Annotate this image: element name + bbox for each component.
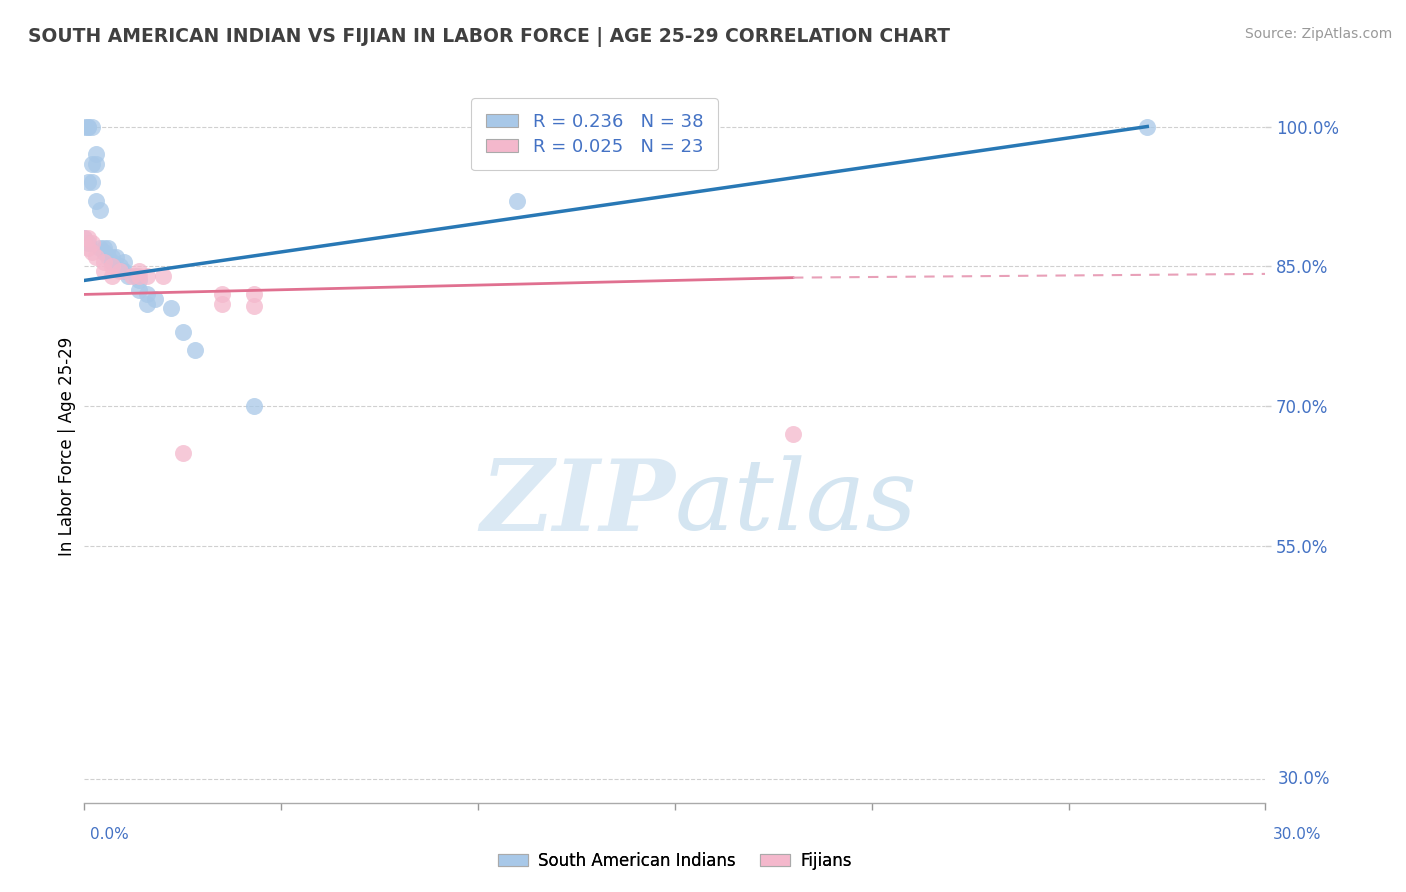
Point: [82, 236, 104, 251]
Point: [84, 250, 107, 264]
Point: [242, 400, 264, 414]
Text: 30.0%: 30.0%: [1277, 771, 1330, 789]
Point: [82, 245, 104, 260]
Point: [1136, 120, 1159, 134]
Point: [211, 297, 233, 311]
Point: [172, 446, 194, 460]
Point: [77, 120, 100, 134]
Point: [93, 264, 115, 278]
Point: [108, 264, 131, 278]
Point: [104, 250, 127, 264]
Point: [128, 273, 150, 287]
Point: [82, 157, 104, 171]
Point: [172, 325, 194, 339]
Point: [128, 264, 150, 278]
Point: [136, 297, 159, 311]
Point: [136, 268, 159, 283]
Point: [160, 301, 183, 316]
Point: [73, 120, 96, 134]
Point: [128, 283, 150, 297]
Point: [117, 268, 139, 283]
Point: [101, 268, 124, 283]
Point: [152, 268, 174, 283]
Text: 0.0%: 0.0%: [90, 827, 129, 841]
Point: [77, 176, 100, 190]
Point: [124, 268, 146, 283]
Point: [93, 241, 115, 255]
Point: [136, 287, 159, 301]
Text: Source: ZipAtlas.com: Source: ZipAtlas.com: [1244, 27, 1392, 41]
Point: [782, 427, 804, 442]
Point: [211, 287, 233, 301]
Text: atlas: atlas: [675, 456, 918, 550]
Point: [82, 120, 104, 134]
Text: 30.0%: 30.0%: [1272, 827, 1320, 841]
Point: [112, 264, 135, 278]
Point: [506, 194, 529, 208]
Point: [242, 287, 264, 301]
Legend: South American Indians, Fijians: South American Indians, Fijians: [491, 846, 859, 877]
Point: [128, 268, 150, 283]
Y-axis label: In Labor Force | Age 25-29: In Labor Force | Age 25-29: [58, 336, 76, 556]
Point: [84, 157, 107, 171]
Point: [101, 260, 124, 274]
Text: SOUTH AMERICAN INDIAN VS FIJIAN IN LABOR FORCE | AGE 25-29 CORRELATION CHART: SOUTH AMERICAN INDIAN VS FIJIAN IN LABOR…: [28, 27, 950, 46]
Point: [156, 884, 179, 892]
Point: [77, 231, 100, 245]
Point: [97, 241, 120, 255]
Point: [73, 231, 96, 245]
Point: [82, 176, 104, 190]
Point: [73, 231, 96, 245]
Point: [112, 254, 135, 268]
Point: [93, 254, 115, 268]
Point: [77, 236, 100, 251]
Point: [121, 268, 143, 283]
Point: [101, 250, 124, 264]
Point: [242, 299, 264, 313]
Text: ZIP: ZIP: [479, 455, 675, 551]
Point: [108, 260, 131, 274]
Point: [101, 254, 124, 268]
Point: [97, 250, 120, 264]
Point: [143, 292, 166, 306]
Point: [77, 241, 100, 255]
Point: [84, 147, 107, 161]
Point: [93, 245, 115, 260]
Point: [183, 343, 205, 358]
Point: [89, 203, 111, 218]
Point: [89, 241, 111, 255]
Point: [77, 120, 100, 134]
Point: [84, 194, 107, 208]
